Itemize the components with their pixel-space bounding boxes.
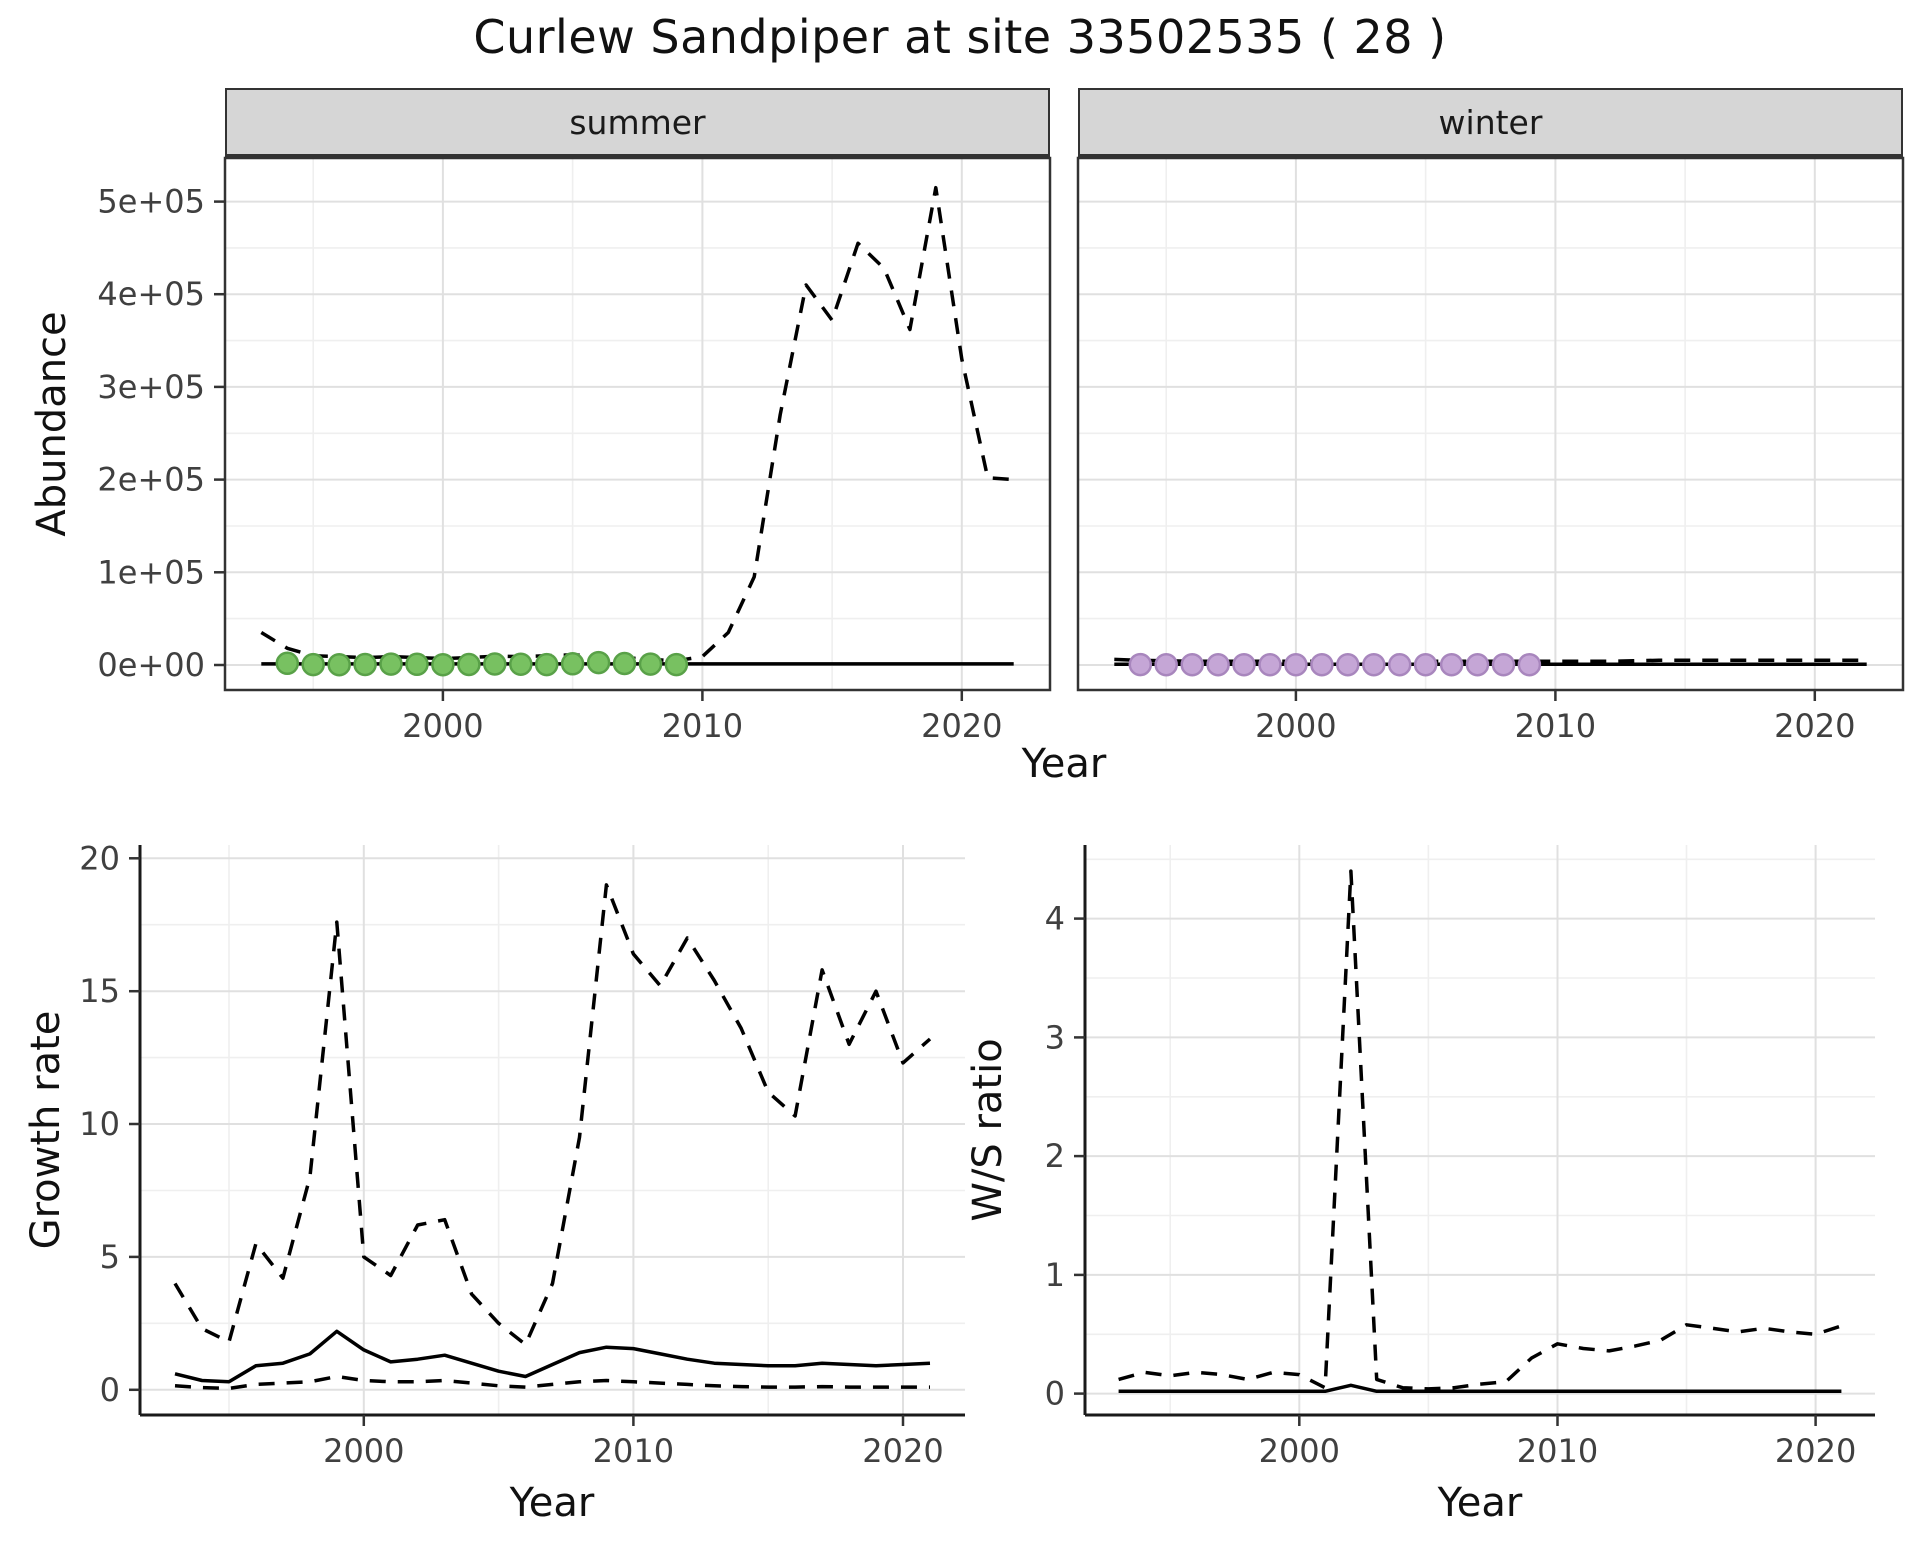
abundance-winter-chart: 2000 2010 2020	[1076, 156, 1905, 745]
svg-text:5e+05: 5e+05	[97, 183, 205, 221]
svg-text:3e+05: 3e+05	[97, 368, 205, 406]
facet-strip-winter-label: winter	[1438, 102, 1543, 142]
svg-text:0e+00: 0e+00	[97, 646, 205, 684]
svg-text:4: 4	[1045, 900, 1065, 938]
ws-year-axis-label: Year	[1437, 1480, 1523, 1526]
svg-text:2000: 2000	[1259, 1432, 1340, 1470]
growth-rate-axis-label: Growth rate	[23, 1010, 69, 1250]
svg-text:1: 1	[1045, 1256, 1065, 1294]
growth-year-axis-label: Year	[509, 1480, 595, 1526]
svg-text:0: 0	[100, 1371, 120, 1409]
svg-text:2020: 2020	[1774, 707, 1855, 745]
growth-rate-chart: 2000 2010 2020 0 5 10 15 20	[79, 839, 965, 1470]
svg-text:5: 5	[100, 1238, 120, 1276]
svg-text:2: 2	[1045, 1137, 1065, 1175]
ws-ratio-axis-label: W/S ratio	[965, 1038, 1011, 1222]
svg-text:3: 3	[1045, 1018, 1065, 1056]
facet-strip-summer: summer	[225, 88, 1050, 158]
svg-text:2010: 2010	[662, 707, 743, 745]
facet-strip-summer-label: summer	[569, 102, 706, 142]
svg-text:2010: 2010	[593, 1432, 674, 1470]
svg-text:0: 0	[1045, 1375, 1065, 1413]
top-year-axis-label: Year	[1021, 741, 1107, 787]
svg-text:4e+05: 4e+05	[97, 275, 205, 313]
svg-text:2020: 2020	[921, 707, 1002, 745]
svg-text:2000: 2000	[402, 707, 483, 745]
svg-text:2020: 2020	[862, 1432, 943, 1470]
svg-text:2000: 2000	[323, 1432, 404, 1470]
svg-text:15: 15	[79, 972, 120, 1010]
abundance-summer-chart: 2000 2010 2020 0e+00 1e+05 2e+05 3e+05 4e+05 5e+…	[97, 156, 1052, 745]
svg-text:2000: 2000	[1255, 707, 1336, 745]
figure-title: Curlew Sandpiper at site 33502535 ( 28 )	[473, 10, 1447, 64]
svg-text:1e+05: 1e+05	[97, 553, 205, 591]
svg-text:2010: 2010	[1515, 707, 1596, 745]
svg-text:2020: 2020	[1775, 1432, 1856, 1470]
svg-text:2010: 2010	[1517, 1432, 1598, 1470]
svg-text:10: 10	[79, 1105, 120, 1143]
svg-text:20: 20	[79, 839, 120, 877]
ws-ratio-chart: 2000 2010 2020 0 1 2 3 4	[1045, 845, 1875, 1470]
svg-text:2e+05: 2e+05	[97, 461, 205, 499]
abundance-axis-label: Abundance	[29, 311, 75, 537]
facet-strip-winter: winter	[1078, 88, 1903, 158]
